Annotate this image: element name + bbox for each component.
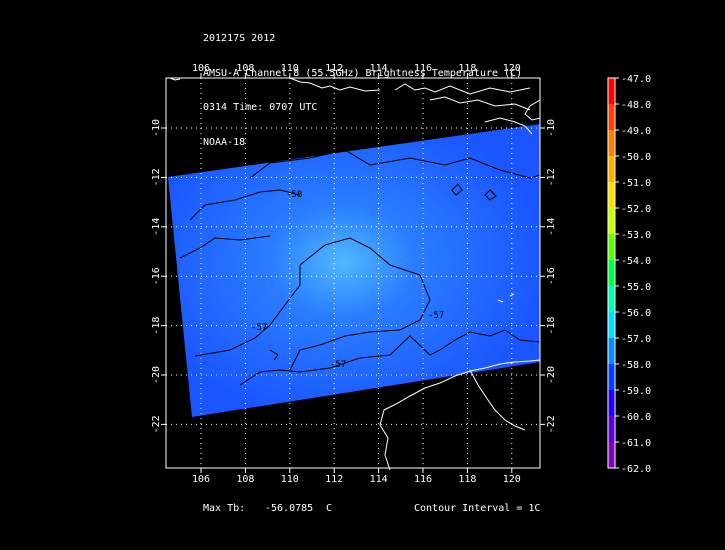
colorbar-segment [608, 260, 615, 287]
colorbar-label: -51.0 [621, 178, 651, 189]
lat-tick-label-left: -14 [151, 218, 162, 236]
lat-tick-label-left: -12 [151, 168, 162, 186]
coastline [169, 77, 541, 471]
lat-tick-label-right: -18 [546, 317, 557, 335]
lon-tick-label-top: 110 [281, 63, 299, 74]
colorbar-label: -49.0 [621, 126, 651, 137]
colorbar-segment [608, 234, 615, 261]
colorbar-label: -61.0 [621, 438, 651, 449]
lon-tick-label-bottom: 118 [458, 474, 476, 485]
map-axes: 106 106 108 108 110 110 112 112 114 114 116 116 118 1… [151, 63, 557, 485]
lon-tick-label-bottom: 112 [325, 474, 343, 485]
lat-tick-label-right: -16 [546, 267, 557, 285]
contour-label: -57 [330, 360, 346, 370]
colorbar-label: -52.0 [621, 204, 651, 215]
colorbar-label: -60.0 [621, 412, 651, 423]
lon-tick-label-top: 114 [370, 63, 388, 74]
contour-lines [179, 149, 541, 386]
colorbar-segment [608, 416, 615, 443]
colorbar-label: -55.0 [621, 282, 651, 293]
lat-tick-label-left: -10 [151, 119, 162, 137]
lat-tick-label-right: -14 [546, 218, 557, 236]
header-title: 201217S 2012 [203, 33, 276, 44]
contour-label: -58 [286, 190, 302, 200]
header-time: 0314 Time: 0707 UTC [203, 102, 318, 113]
colorbar-label: -48.0 [621, 100, 651, 111]
colorbar-segment [608, 130, 615, 157]
lon-tick-label-top: 118 [458, 63, 476, 74]
colorbar: -47.0 -48.0 -49.0 -50.0 -51.0 -52.0 -53.0 -54.0… [607, 74, 651, 475]
lon-tick-label-bottom: 120 [503, 474, 521, 485]
lon-tick-label-top: 116 [414, 63, 432, 74]
brightness-swath [168, 124, 540, 417]
colorbar-segment [608, 286, 615, 313]
lon-tick-label-bottom: 108 [236, 474, 254, 485]
colorbar-segment [608, 390, 615, 417]
colorbar-segment [608, 208, 615, 235]
lat-tick-label-right: -12 [546, 168, 557, 186]
contour-labels: -58 -57 -57 -57 [251, 190, 444, 370]
lon-tick-label-top: 108 [236, 63, 254, 74]
colorbar-segment [608, 156, 615, 183]
colorbar-label: -57.0 [621, 334, 651, 345]
max-tb-value: -56.0785 [265, 503, 314, 514]
map-frame [165, 77, 541, 469]
colorbar-segment [608, 182, 615, 209]
colorbar-frame [607, 77, 616, 469]
header-satellite: NOAA-18 [203, 136, 246, 148]
header-product: AMSU-A Channel 8 (55.5GHz) Brightness Te… [203, 67, 523, 79]
lat-tick-label-right: -20 [546, 366, 557, 384]
colorbar-label: -62.0 [621, 464, 651, 475]
colorbar-label: -58.0 [621, 360, 651, 371]
lon-tick-label-top: 112 [325, 63, 343, 74]
lon-tick-label-bottom: 116 [414, 474, 432, 485]
header: 201217S 2012 AMSU-A Channel 8 (55.5GHz) … [203, 10, 522, 160]
max-tb-label: Max Tb: [203, 503, 246, 514]
max-tb-unit: C [326, 503, 333, 514]
colorbar-label: -56.0 [621, 308, 651, 319]
colorbar-segment [608, 78, 615, 105]
contour-label: -57 [251, 323, 267, 333]
colorbar-segment [608, 442, 615, 469]
contour-interval: Contour Interval = 1C [414, 503, 541, 514]
lon-tick-label-bottom: 106 [192, 474, 210, 485]
colorbar-label: -47.0 [621, 74, 651, 85]
colorbar-segment [608, 338, 615, 365]
colorbar-label: -59.0 [621, 386, 651, 397]
lat-tick-label-left: -20 [151, 366, 162, 384]
lon-tick-label-top: 106 [192, 63, 210, 74]
lat-tick-label-left: -18 [151, 317, 162, 335]
lat-tick-label-left: -16 [151, 267, 162, 285]
colorbar-label: -53.0 [621, 230, 651, 241]
colorbar-segment [608, 104, 615, 131]
graticule [166, 78, 540, 468]
lat-tick-label-left: -22 [151, 415, 162, 433]
colorbar-segment [608, 364, 615, 391]
lon-tick-label-top: 120 [503, 63, 521, 74]
lat-tick-label-right: -10 [546, 119, 557, 137]
colorbar-label: -54.0 [621, 256, 651, 267]
colorbar-segment [608, 312, 615, 339]
contour-label: -57 [428, 311, 444, 321]
colorbar-label: -50.0 [621, 152, 651, 163]
lat-tick-label-right: -22 [546, 415, 557, 433]
lon-tick-label-bottom: 114 [370, 474, 388, 485]
lon-tick-label-bottom: 110 [281, 474, 299, 485]
